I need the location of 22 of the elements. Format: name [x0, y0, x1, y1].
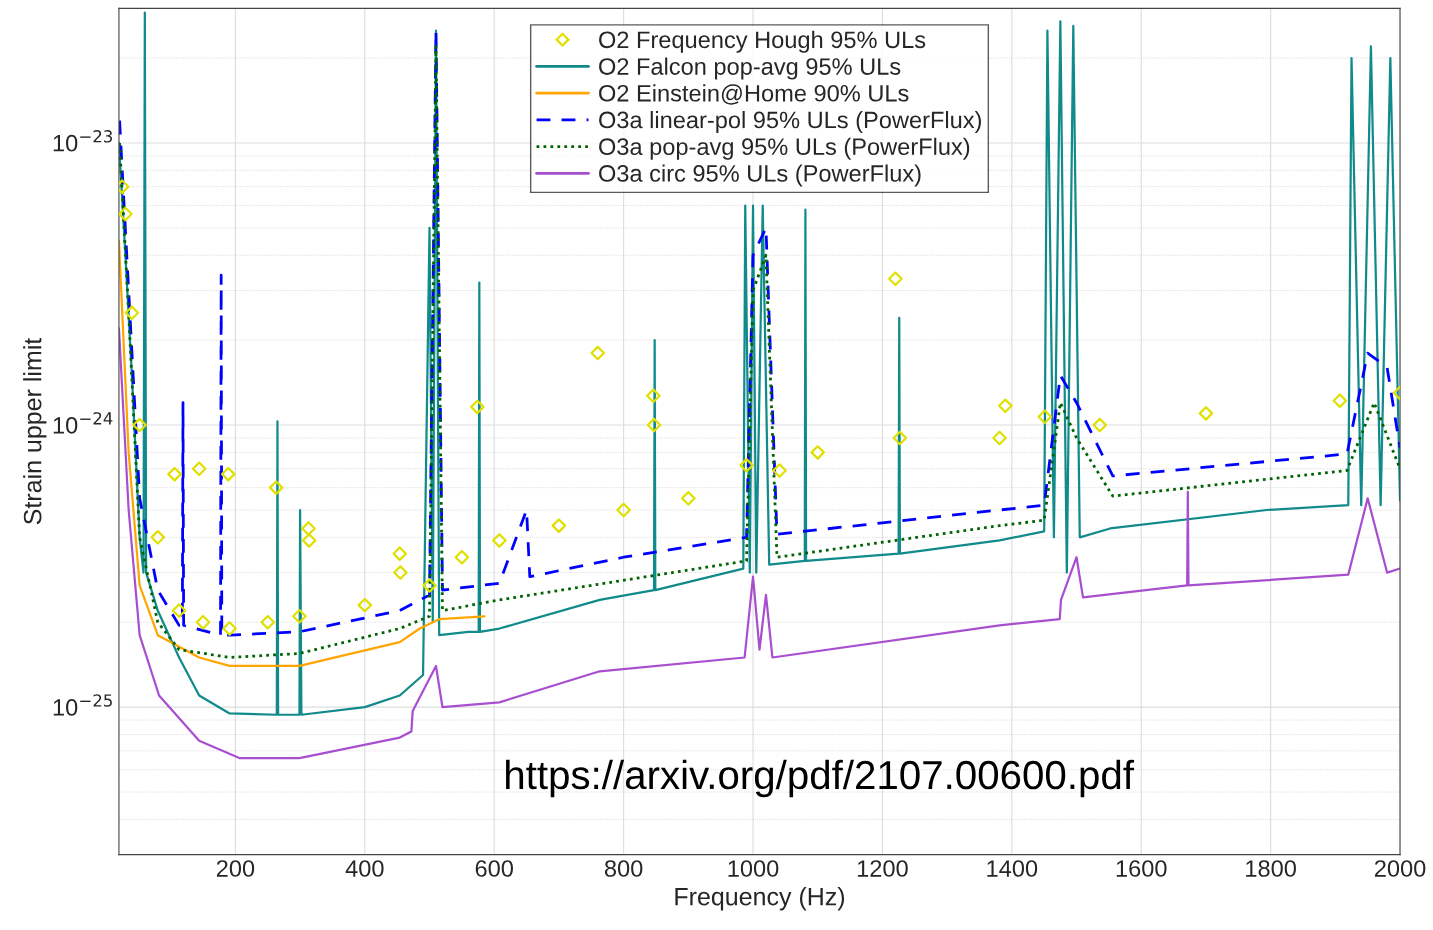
x-tick-label: 600 [475, 860, 513, 877]
legend-label: O3a pop-avg 95% ULs (PowerFlux) [599, 137, 970, 160]
y-tick-label: 10$^{−23}$ [53, 130, 113, 152]
annotation: https://arxiv.org/pdf/2107.00600.pdf [506, 759, 1135, 798]
y-tick-label: 10$^{−25}$ [53, 694, 112, 716]
x-tick-label: 400 [345, 860, 384, 877]
x-tick-label: 1400 [987, 860, 1038, 877]
legend-label: O2 Einstein@Home 90% ULs [599, 84, 909, 105]
legend-label: O3a linear-pol 95% ULs (PowerFlux) [599, 111, 981, 134]
x-tick-label: 1600 [1116, 860, 1167, 877]
x-tick-label: 200 [216, 860, 255, 877]
legend-label: O3a circ 95% ULs (PowerFlux) [599, 164, 921, 187]
x-axis-title: Frequency (Hz) [675, 887, 845, 911]
legend-label: O2 Falcon pop-avg 95% ULs [599, 57, 901, 80]
y-tick-label: 10$^{−24}$ [53, 412, 113, 434]
x-tick-label: 800 [604, 860, 643, 877]
y-axis-title: Strain upper limit [23, 337, 47, 525]
x-tick-label: 1800 [1246, 860, 1296, 877]
legend-label: O2 Frequency Hough 95% ULs [599, 30, 926, 53]
x-tick-label: 1000 [728, 860, 779, 877]
x-tick-label: 2000 [1374, 860, 1426, 877]
x-tick-label: 1200 [857, 860, 908, 877]
